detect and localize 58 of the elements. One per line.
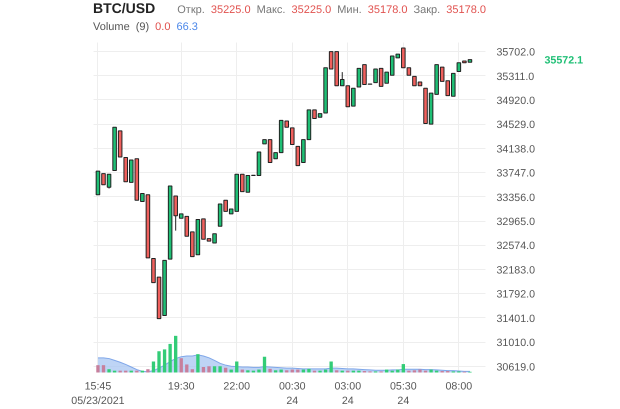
bar <box>102 365 106 372</box>
y-tick-label: 35311.0 <box>496 70 534 83</box>
y-tick-label: 30619.0 <box>496 361 536 374</box>
bar <box>162 349 166 372</box>
y-tick-label: 33356.0 <box>496 192 536 204</box>
y-tick-label: 34138.0 <box>496 143 536 156</box>
bar <box>324 370 328 372</box>
bar <box>180 358 183 372</box>
x-tick-label: 22:00 <box>223 380 250 392</box>
bar <box>174 336 178 372</box>
bar <box>185 364 188 372</box>
bar <box>146 369 150 372</box>
bar <box>157 351 161 372</box>
x-tick-label: 05:30 24 <box>390 380 417 407</box>
bar <box>385 370 388 372</box>
x-tick-label: 00:30 24 <box>278 380 306 407</box>
y-tick-label: 34529.0 <box>496 119 536 132</box>
chart-title: BTC/USD <box>93 0 156 16</box>
text: 35572.1 <box>544 54 584 67</box>
bar <box>429 370 433 372</box>
y-tick-label: 31010.0 <box>496 337 536 350</box>
bar <box>235 362 238 372</box>
y-tick-label: 31792.0 <box>496 288 536 301</box>
candlestick <box>290 127 295 146</box>
bar <box>296 370 300 372</box>
chart-title: Volume (9) 0.0 66.3 <box>93 20 198 33</box>
bar <box>152 362 156 372</box>
bar <box>329 362 333 372</box>
bar <box>107 369 111 372</box>
bar <box>202 367 206 372</box>
bar <box>302 370 306 372</box>
y-tick-label: 35702.0 <box>496 46 536 59</box>
x-tick-label: 03:00 24 <box>334 380 362 407</box>
x-tick-label: 15:45 05/23/2021 <box>71 380 125 407</box>
bar <box>230 370 233 372</box>
y-tick-label: 32574.0 <box>496 240 536 252</box>
bar <box>96 365 100 372</box>
bar <box>240 370 244 372</box>
bar <box>168 344 172 372</box>
bar <box>257 370 261 372</box>
chart-subtitle: Откр. 35225.0 Макс. 35225.0 Мин. 35178.0 Закр. 35178.0 <box>177 4 486 16</box>
bar <box>396 370 400 372</box>
bar <box>196 354 200 372</box>
x-tick-label: 19:30 <box>168 380 195 392</box>
bar <box>190 369 194 372</box>
y-tick-label: 31401.0 <box>496 312 536 325</box>
y-tick-label: 32965.0 <box>496 216 536 228</box>
bar <box>280 370 283 372</box>
bar <box>418 370 422 372</box>
x-tick-label: 08:00 <box>446 380 472 392</box>
y-tick-label: 34920.0 <box>496 94 536 107</box>
bar <box>224 368 228 372</box>
bar <box>402 364 405 372</box>
bar <box>262 356 266 372</box>
bar <box>290 370 294 372</box>
bar <box>218 366 222 372</box>
y-tick-label: 33747.0 <box>496 168 536 180</box>
y-tick-label: 32183.0 <box>496 264 536 276</box>
